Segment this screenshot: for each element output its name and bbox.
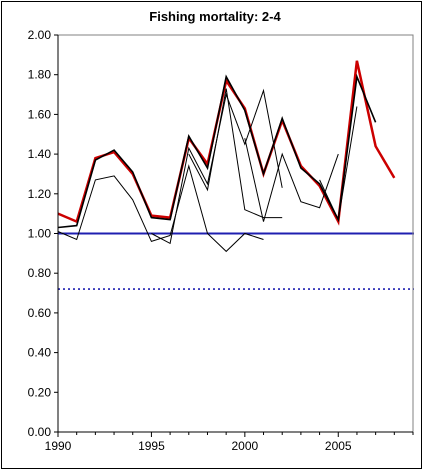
y-tick-label: 1.60 bbox=[28, 107, 52, 121]
y-tick-label: 0.80 bbox=[28, 266, 52, 280]
series-lines bbox=[57, 60, 396, 253]
x-tick-label: 2000 bbox=[231, 439, 258, 453]
y-axis: 0.00 0.20 0.40 0.60 0.80 1.00 1.20 1.40 1.60 1.80… bbox=[28, 28, 59, 439]
series-line-2 bbox=[57, 73, 377, 229]
x-tick-label: 1995 bbox=[138, 439, 165, 453]
y-tick-label: 1.00 bbox=[28, 227, 52, 241]
y-tick-label: 1.40 bbox=[28, 147, 52, 161]
y-tick-label: 0.20 bbox=[28, 385, 52, 399]
y-tick-label: 0.00 bbox=[28, 425, 52, 439]
series-line-7 bbox=[319, 106, 358, 222]
x-tick-label: 1990 bbox=[45, 439, 72, 453]
series-line-5 bbox=[188, 88, 283, 219]
chart-title: Fishing mortality: 2-4 bbox=[149, 9, 281, 24]
y-tick-label: 1.20 bbox=[28, 187, 52, 201]
y-tick-label: 0.40 bbox=[28, 346, 52, 360]
y-tick-label: 0.60 bbox=[28, 306, 52, 320]
series-line-6 bbox=[244, 138, 339, 222]
x-tick-label: 2005 bbox=[325, 439, 352, 453]
reference-lines bbox=[58, 232, 414, 290]
y-tick-label: 1.80 bbox=[28, 68, 52, 82]
series-line-1 bbox=[57, 60, 396, 226]
y-tick-label: 2.00 bbox=[28, 28, 52, 42]
x-axis: 1990 1995 2000 2005 bbox=[45, 431, 414, 453]
